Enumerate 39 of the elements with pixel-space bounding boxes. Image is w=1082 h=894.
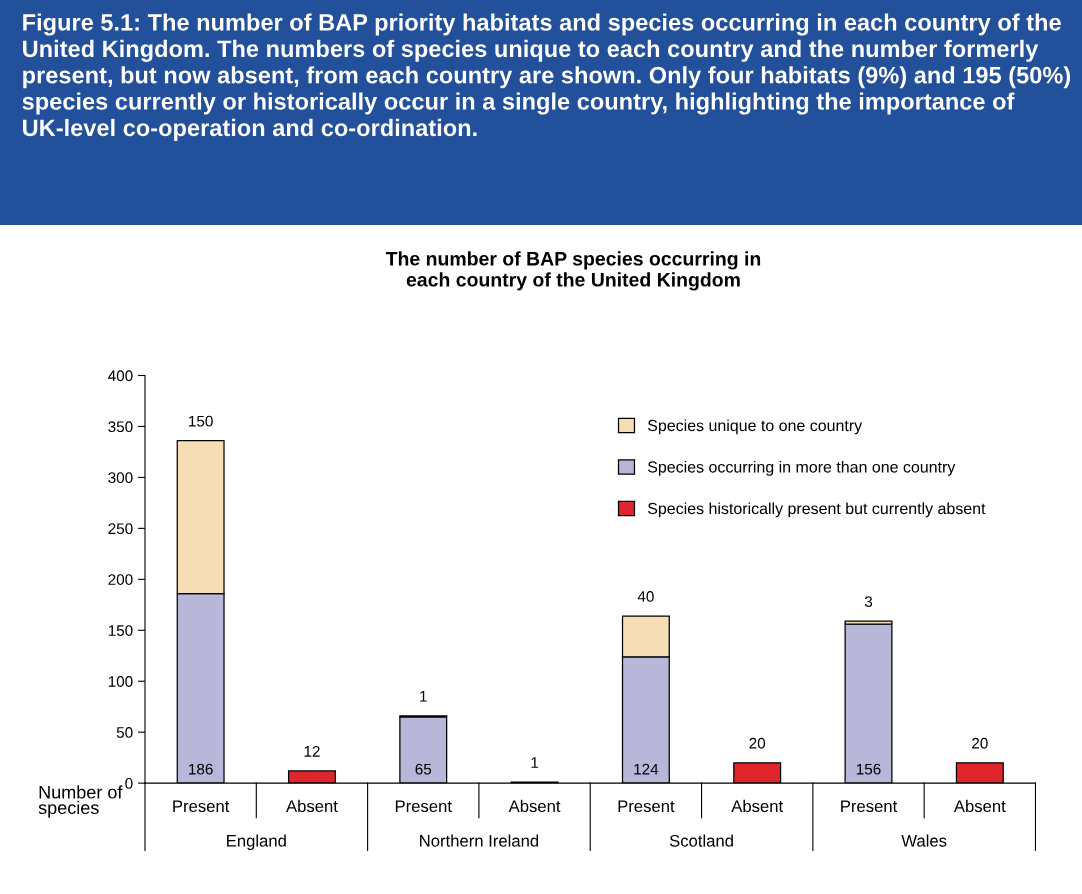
text: Northern Ireland xyxy=(420,834,539,847)
data-label: 150 xyxy=(189,415,213,427)
y-tick-label: 150 xyxy=(108,625,133,636)
data-label: 20 xyxy=(749,737,766,749)
legend-label: Species unique to one country xyxy=(647,419,863,435)
y-tick-label: 0 xyxy=(125,778,133,789)
y-tick-label: 350 xyxy=(108,421,133,433)
data-label: 3 xyxy=(864,596,873,607)
data-label: 65 xyxy=(415,763,432,775)
legend-label: Species historically present but currently absent xyxy=(647,502,986,518)
text: Scotland xyxy=(669,834,733,847)
data-label: 20 xyxy=(972,737,988,749)
x-tick-label: Absent xyxy=(286,799,338,813)
data-label: 156 xyxy=(856,763,881,775)
y-axis-title: Number of species xyxy=(38,785,123,818)
x-tick-label: Present xyxy=(173,800,230,813)
legend-label: Species occurring in more than one country xyxy=(647,460,956,476)
x-tick-label: Absent xyxy=(508,799,561,813)
data-label: 1 xyxy=(531,757,539,768)
y-tick-label: 50 xyxy=(116,727,133,738)
x-tick-label: Present xyxy=(618,800,675,813)
chart-title: Figure 5.1: The number of BAP priority habitats and species occurring in each country of the United Kingdom. The numbers of species unique to each country and the number formerly present, but now absent, from each country are shown. Only four habitats (9%) and 195 (50%) species currently or historically occur in a single country, highlighting the importance of UK-level co-operation and co-ordination. xyxy=(22,13,1071,141)
y-tick-label: 400 xyxy=(108,370,133,382)
text: Wales xyxy=(901,834,947,847)
data-label: 186 xyxy=(189,763,213,775)
data-label: 124 xyxy=(634,763,659,775)
y-tick-label: 300 xyxy=(108,472,133,484)
y-tick-label: 250 xyxy=(108,523,133,535)
x-tick-label: Present xyxy=(841,800,898,813)
x-tick-label: Absent xyxy=(731,799,784,813)
data-label: 1 xyxy=(420,691,427,702)
y-tick-label: 100 xyxy=(108,676,133,687)
x-tick-label: Absent xyxy=(953,799,1006,813)
chart-subtitle: The number of BAP species occurring in each country of the United Kingdom xyxy=(385,251,761,291)
x-tick-label: Present xyxy=(395,800,452,813)
text: England xyxy=(227,834,286,851)
data-label: 40 xyxy=(637,591,654,602)
data-label: 12 xyxy=(304,745,320,757)
y-tick-label: 200 xyxy=(108,574,133,585)
